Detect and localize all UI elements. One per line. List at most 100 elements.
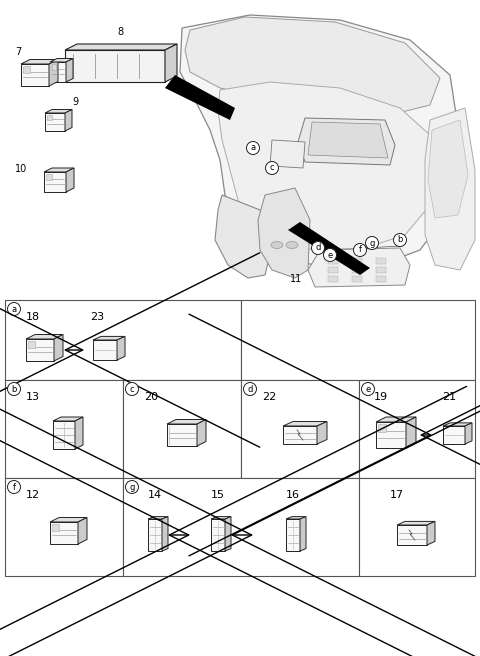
Circle shape xyxy=(243,382,256,396)
Text: 13: 13 xyxy=(26,392,40,402)
Text: 16: 16 xyxy=(286,490,300,500)
Ellipse shape xyxy=(286,241,298,249)
Polygon shape xyxy=(376,422,406,448)
Text: 8: 8 xyxy=(117,27,123,37)
FancyBboxPatch shape xyxy=(5,380,123,478)
Polygon shape xyxy=(50,58,73,62)
Polygon shape xyxy=(65,110,72,131)
Circle shape xyxy=(247,142,260,155)
FancyBboxPatch shape xyxy=(359,380,475,478)
Polygon shape xyxy=(397,525,427,545)
Polygon shape xyxy=(50,62,66,82)
Polygon shape xyxy=(317,422,327,444)
FancyBboxPatch shape xyxy=(359,478,475,576)
Polygon shape xyxy=(167,424,197,446)
Bar xyxy=(376,267,386,273)
Polygon shape xyxy=(308,122,388,158)
Polygon shape xyxy=(298,118,395,165)
Text: d: d xyxy=(247,384,252,394)
Text: g: g xyxy=(369,239,375,247)
Polygon shape xyxy=(50,518,87,522)
FancyBboxPatch shape xyxy=(5,300,241,380)
Polygon shape xyxy=(270,140,305,168)
Circle shape xyxy=(394,234,407,247)
Text: c: c xyxy=(270,163,274,173)
Bar xyxy=(352,267,362,273)
Polygon shape xyxy=(93,337,125,340)
Text: 14: 14 xyxy=(148,490,162,500)
Polygon shape xyxy=(26,339,54,361)
Circle shape xyxy=(365,237,379,249)
Polygon shape xyxy=(44,168,74,172)
Circle shape xyxy=(361,382,374,396)
Polygon shape xyxy=(225,517,231,551)
Bar xyxy=(376,276,386,282)
Polygon shape xyxy=(258,188,310,278)
Text: f: f xyxy=(359,245,361,255)
Bar xyxy=(328,258,338,264)
Bar xyxy=(328,267,338,273)
Circle shape xyxy=(324,249,336,262)
Polygon shape xyxy=(148,519,162,551)
Polygon shape xyxy=(53,421,75,449)
Circle shape xyxy=(265,161,278,174)
Text: 17: 17 xyxy=(390,490,404,500)
Circle shape xyxy=(125,480,139,493)
Circle shape xyxy=(8,480,21,493)
Polygon shape xyxy=(50,522,78,544)
Polygon shape xyxy=(427,522,435,545)
Polygon shape xyxy=(45,113,65,131)
Polygon shape xyxy=(211,519,225,551)
Polygon shape xyxy=(165,44,177,82)
Text: 18: 18 xyxy=(26,312,40,322)
Polygon shape xyxy=(397,522,435,525)
Polygon shape xyxy=(165,75,235,120)
Circle shape xyxy=(353,243,367,256)
Polygon shape xyxy=(288,222,370,275)
Bar xyxy=(52,64,56,70)
Text: 7: 7 xyxy=(15,47,21,57)
Text: 9: 9 xyxy=(72,97,78,107)
Bar xyxy=(352,258,362,264)
FancyBboxPatch shape xyxy=(123,478,359,576)
FancyBboxPatch shape xyxy=(5,478,123,576)
Polygon shape xyxy=(148,517,168,519)
Text: b: b xyxy=(397,236,403,245)
Bar xyxy=(378,424,385,432)
Polygon shape xyxy=(283,422,327,426)
Text: g: g xyxy=(129,483,135,491)
Text: b: b xyxy=(12,384,17,394)
Polygon shape xyxy=(65,44,177,50)
Polygon shape xyxy=(286,517,306,519)
Circle shape xyxy=(312,241,324,255)
Polygon shape xyxy=(66,168,74,192)
Polygon shape xyxy=(286,519,300,551)
Text: 22: 22 xyxy=(262,392,276,402)
FancyBboxPatch shape xyxy=(123,380,241,478)
Text: a: a xyxy=(251,144,255,152)
Polygon shape xyxy=(54,335,63,361)
Polygon shape xyxy=(21,64,49,86)
Polygon shape xyxy=(283,426,317,444)
Polygon shape xyxy=(197,419,206,446)
Polygon shape xyxy=(376,417,416,422)
Polygon shape xyxy=(211,517,231,519)
Polygon shape xyxy=(465,423,472,444)
Bar xyxy=(376,258,386,264)
Polygon shape xyxy=(300,517,306,551)
Bar xyxy=(352,276,362,282)
Polygon shape xyxy=(167,419,206,424)
Polygon shape xyxy=(44,172,66,192)
Polygon shape xyxy=(443,426,465,444)
Polygon shape xyxy=(308,248,410,287)
Bar xyxy=(23,66,30,73)
Polygon shape xyxy=(428,120,468,218)
Text: 10: 10 xyxy=(15,164,27,174)
Text: d: d xyxy=(315,243,321,253)
Polygon shape xyxy=(117,337,125,360)
Polygon shape xyxy=(53,417,83,421)
Circle shape xyxy=(8,382,21,396)
Circle shape xyxy=(8,302,21,316)
Bar xyxy=(52,524,59,531)
PathPatch shape xyxy=(180,15,460,268)
